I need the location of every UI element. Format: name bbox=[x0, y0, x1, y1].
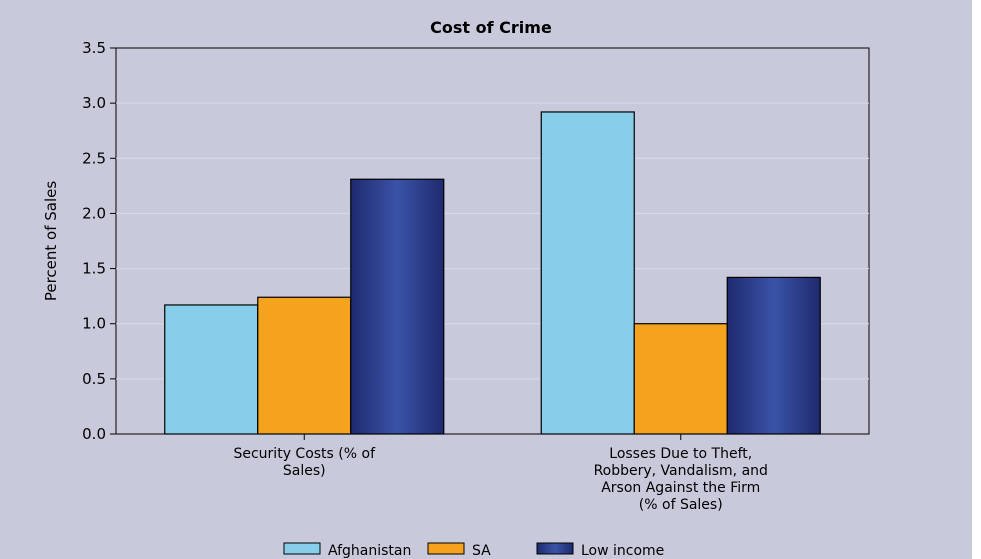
y-tick-label: 0.5 bbox=[82, 370, 106, 388]
x-tick-label: Arson Against the Firm bbox=[601, 480, 760, 496]
x-tick-label: Robbery, Vandalism, and bbox=[594, 463, 768, 479]
y-tick-label: 0.0 bbox=[82, 425, 106, 443]
x-tick-label: Sales) bbox=[283, 463, 326, 479]
y-tick-label: 3.0 bbox=[82, 94, 106, 112]
x-tick-label: (% of Sales) bbox=[639, 497, 723, 513]
bar-low-income-0 bbox=[350, 178, 445, 435]
legend: Afghanistan SA Low income bbox=[283, 542, 664, 559]
bars bbox=[164, 111, 821, 435]
y-axis-label: Percent of Sales bbox=[42, 181, 60, 302]
y-tick-label: 2.0 bbox=[82, 204, 106, 222]
x-tick-label: Security Costs (% of bbox=[233, 446, 376, 462]
y-tick-label: 1.5 bbox=[82, 260, 106, 278]
chart-title: Cost of Crime bbox=[430, 18, 552, 37]
x-tick-label: Losses Due to Theft, bbox=[609, 446, 752, 462]
y-tick-label: 1.0 bbox=[82, 315, 106, 333]
legend-swatch bbox=[427, 542, 465, 555]
y-tick-label: 2.5 bbox=[82, 149, 106, 167]
legend-label: SA bbox=[472, 543, 491, 559]
legend-swatch bbox=[283, 542, 321, 555]
bar-low-income-1 bbox=[726, 276, 821, 435]
bar-sa-1 bbox=[633, 323, 728, 435]
y-axis-ticks: 0.0 0.5 1.0 1.5 2.0 2.5 3.0 3.5 bbox=[82, 39, 116, 443]
bar-afghanistan-1 bbox=[540, 111, 635, 435]
legend-label: Low income bbox=[581, 543, 664, 559]
bar-afghanistan-0 bbox=[164, 304, 259, 435]
legend-label: Afghanistan bbox=[328, 543, 411, 559]
y-tick-label: 3.5 bbox=[82, 39, 106, 57]
bar-sa-0 bbox=[257, 296, 352, 435]
legend-swatch bbox=[536, 542, 574, 555]
